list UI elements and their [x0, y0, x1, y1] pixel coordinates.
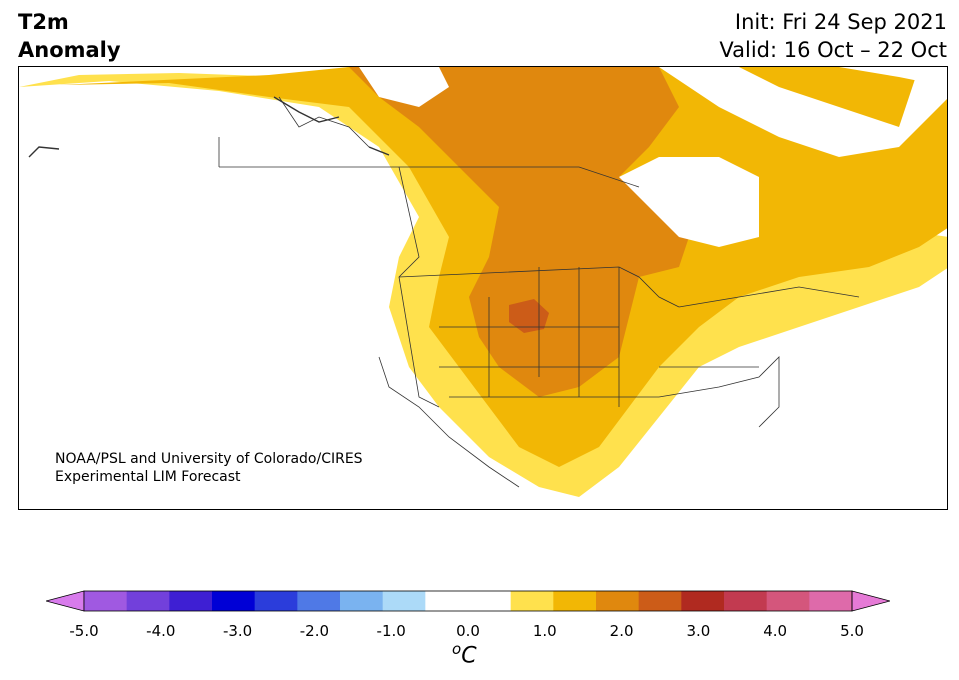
colorbar-segment — [254, 591, 298, 611]
colorbar-segment — [596, 591, 640, 611]
colorbar-segment — [766, 591, 810, 611]
colorbar-segment — [212, 591, 256, 611]
colorbar-tick-label: 2.0 — [609, 622, 634, 640]
colorbar-segment — [297, 591, 341, 611]
colorbar-segment — [382, 591, 426, 611]
unit-base: C — [461, 643, 477, 669]
colorbar-tick-label: -2.0 — [299, 622, 330, 640]
colorbar-tick-label: -5.0 — [69, 622, 99, 640]
political-borders — [218, 96, 860, 488]
colorbar-segment — [724, 591, 768, 611]
map-canvas — [19, 67, 947, 509]
credit-line-1: NOAA/PSL and University of Colorado/CIRE… — [55, 451, 363, 467]
colorbar-segment — [638, 591, 682, 611]
colorbar-tick-label: 1.0 — [532, 622, 557, 640]
title-line-2: Anomaly — [18, 38, 121, 62]
valid-date: Valid: 16 Oct – 22 Oct — [719, 38, 947, 62]
anomaly-region-orange — [349, 67, 689, 397]
unit-label: oC — [452, 640, 477, 668]
colorbar-segment — [809, 591, 853, 611]
colorbar-tick-label: 3.0 — [686, 622, 711, 640]
colorbar-segment — [553, 591, 597, 611]
colorbar-tick-label: 4.0 — [763, 622, 788, 640]
alaska-coast — [28, 96, 390, 158]
arctic-water — [359, 67, 947, 157]
colorbar-tick-label: -4.0 — [146, 622, 176, 640]
unit-superscript: o — [452, 640, 462, 658]
colorbar-svg — [44, 590, 892, 612]
init-date: Init: Fri 24 Sep 2021 — [734, 10, 947, 34]
colorbar-outline — [83, 590, 853, 612]
title-block: T2m Anomaly — [18, 8, 121, 64]
colorbar-tick-label: -3.0 — [222, 622, 253, 640]
credit-line-2: Experimental LIM Forecast — [55, 469, 241, 485]
colorbar-segment — [84, 591, 128, 611]
colorbar-segment — [169, 591, 213, 611]
colorbar-extend-low — [44, 590, 85, 612]
colorbar-segment — [425, 591, 469, 611]
credit-text: NOAA/PSL and University of Colorado/CIRE… — [55, 450, 363, 486]
title-line-1: T2m — [18, 10, 69, 34]
colorbar-segment — [681, 591, 725, 611]
colorbar-segment — [340, 591, 384, 611]
anomaly-map: NOAA/PSL and University of Colorado/CIRE… — [18, 66, 948, 510]
colorbar-segment — [468, 591, 512, 611]
colorbar-extend-high — [851, 590, 892, 612]
date-block: Init: Fri 24 Sep 2021 Valid: 16 Oct – 22… — [719, 8, 947, 64]
hudson-bay — [619, 157, 759, 247]
colorbar-tick-label: 0.0 — [456, 622, 480, 640]
colorbar-segment — [126, 591, 170, 611]
colorbar — [44, 588, 892, 614]
colorbar-segment — [510, 591, 554, 611]
colorbar-tick-label: 5.0 — [840, 622, 864, 640]
colorbar-tick-label: -1.0 — [376, 622, 406, 640]
